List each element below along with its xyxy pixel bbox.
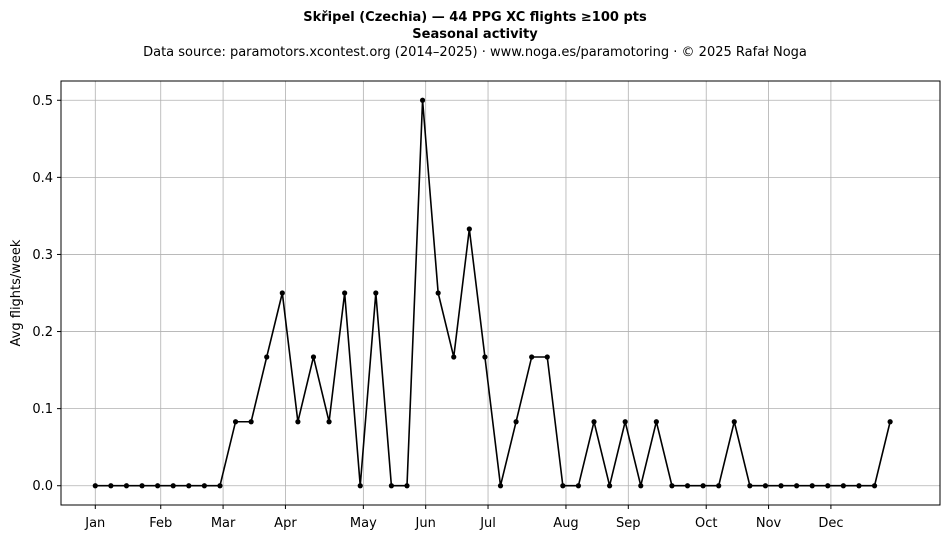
data-point [591, 419, 597, 425]
data-point [295, 419, 301, 425]
chart-title: Skřipel (Czechia) — 44 PPG XC flights ≥1… [303, 10, 647, 25]
data-point [544, 354, 550, 360]
data-point [762, 483, 769, 489]
data-point [155, 483, 161, 489]
x-tick-label: Sep [616, 516, 641, 531]
y-axis-label: Avg flights/week [9, 239, 24, 346]
y-tick-label: 0.5 [32, 94, 53, 109]
data-point [435, 290, 441, 296]
x-tick-label: Aug [553, 516, 578, 531]
data-point [482, 354, 488, 360]
data-point [513, 419, 519, 425]
x-tick-label: Nov [756, 516, 782, 531]
data-point [622, 419, 628, 425]
x-tick-label: Mar [211, 516, 236, 531]
data-point [575, 483, 582, 489]
x-tick-label: Jan [84, 516, 105, 531]
data-point [809, 483, 815, 489]
x-tick-label: Dec [818, 516, 843, 531]
data-point [497, 483, 504, 489]
x-tick-label: Apr [274, 516, 297, 531]
x-tick-label: Jun [415, 516, 436, 531]
y-tick-label: 0.0 [32, 479, 53, 494]
data-point [466, 226, 472, 232]
y-tick-label: 0.1 [32, 402, 53, 417]
data-point [123, 483, 130, 489]
data-point [684, 483, 691, 489]
grid-lines [61, 81, 940, 505]
data-point [419, 97, 426, 103]
data-point [794, 483, 800, 489]
plot-frame [60, 80, 941, 506]
y-tick-label: 0.4 [32, 171, 53, 186]
data-point [856, 483, 862, 489]
data-point [248, 419, 254, 425]
data-point [108, 483, 114, 489]
data-point [404, 483, 410, 489]
data-point [201, 483, 207, 489]
series-line [95, 100, 891, 487]
data-point [170, 483, 176, 489]
data-point [186, 483, 192, 489]
data-point [700, 483, 706, 489]
data-point [825, 483, 831, 489]
data-point [388, 483, 395, 489]
data-point [747, 483, 753, 489]
data-point [653, 419, 659, 425]
data-point [326, 419, 332, 425]
y-axis-ticks: 0.0 0.1 0.2 0.3 0.4 0.5 [32, 94, 61, 494]
data-points [92, 97, 893, 489]
data-point [232, 419, 239, 425]
data-point [840, 483, 846, 489]
x-tick-label: May [350, 516, 377, 531]
x-tick-label: Feb [149, 516, 172, 531]
x-tick-label: Oct [695, 516, 717, 531]
data-point [357, 483, 363, 489]
data-point [716, 483, 722, 489]
x-tick-label: Jul [479, 516, 496, 531]
data-point [731, 419, 737, 425]
data-point [342, 290, 348, 296]
data-point [778, 483, 784, 489]
data-point [871, 483, 878, 489]
data-point [451, 354, 457, 360]
data-point [529, 354, 535, 360]
data-point [560, 483, 566, 489]
x-axis-ticks: Jan Feb Mar Apr May Jun Jul Aug Sep Oct Nov Dec [84, 505, 843, 531]
data-point [279, 290, 285, 296]
chart-source-line: Data source: paramotors.xcontest.org (20… [143, 45, 807, 60]
data-point [669, 483, 675, 489]
data-point [310, 354, 317, 360]
data-point [217, 483, 223, 489]
y-tick-label: 0.3 [32, 248, 53, 263]
data-point [638, 483, 644, 489]
data-point [887, 419, 893, 425]
data-point [373, 290, 379, 296]
chart-subtitle: Seasonal activity [412, 27, 538, 42]
data-point [606, 483, 613, 489]
data-point [92, 483, 98, 489]
data-point [264, 354, 270, 360]
y-tick-label: 0.2 [32, 325, 53, 340]
data-point [139, 483, 145, 489]
